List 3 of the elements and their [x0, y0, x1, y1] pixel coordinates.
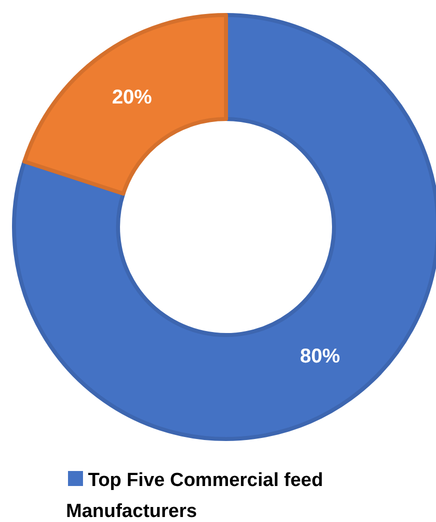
data-label: 80%: [300, 345, 340, 368]
legend-label: Top Five Commercial feed Manufacturers: [66, 470, 324, 522]
data-label: 20%: [112, 86, 152, 109]
